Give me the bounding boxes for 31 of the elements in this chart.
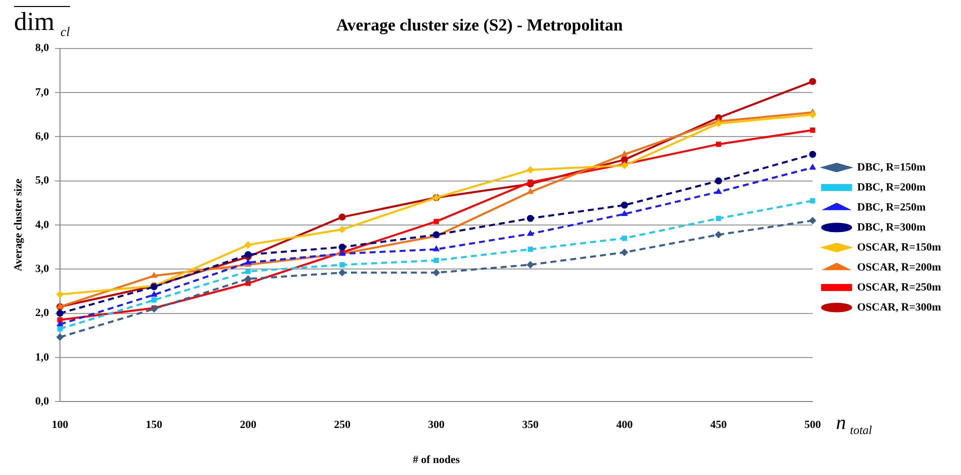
legend-label: DBC, R=250m <box>857 201 926 214</box>
text: n$_{total}$ <box>836 412 872 438</box>
y-tick-label: 2,0 <box>35 307 50 320</box>
y-tick-label: 8,0 <box>35 42 50 54</box>
x-tick-label: 300 <box>428 419 446 432</box>
legend-label: DBC, R=150m <box>857 161 926 174</box>
x-tick-label: 200 <box>240 419 257 432</box>
x-tick-label: 150 <box>146 419 163 432</box>
y-tick-label: 1,0 <box>35 351 50 364</box>
legend-label: OSCAR, R=200m <box>857 261 942 274</box>
legend-label: DBC, R=200m <box>857 181 926 194</box>
x-tick-label: 100 <box>52 419 69 432</box>
x-tick-label: 400 <box>616 419 634 432</box>
x-tick-label: 250 <box>334 419 351 432</box>
y-axis-title: Average cluster size <box>12 178 24 272</box>
legend-label: OSCAR, R=300m <box>857 301 942 314</box>
legend-label: DBC, R=300m <box>857 221 926 234</box>
x-axis-title: # of nodes <box>412 454 461 466</box>
y-tick-label: 5,0 <box>35 174 50 187</box>
x-tick-label: 450 <box>710 419 728 432</box>
legend-label: OSCAR, R=250m <box>857 281 942 294</box>
text: dim$_{cl}$ <box>14 7 70 40</box>
chart-title: Average cluster size (S2) - Metropolitan <box>336 16 624 35</box>
y-tick-label: 0,0 <box>35 395 50 408</box>
y-tick-label: 7,0 <box>35 86 50 98</box>
x-tick-label: 500 <box>804 419 822 432</box>
x-tick-label: 350 <box>522 419 540 432</box>
y-tick-label: 3,0 <box>35 262 50 275</box>
y-tick-label: 6,0 <box>35 130 50 143</box>
legend-label: OSCAR, R=150m <box>857 241 942 254</box>
y-tick-label: 4,0 <box>35 218 50 231</box>
